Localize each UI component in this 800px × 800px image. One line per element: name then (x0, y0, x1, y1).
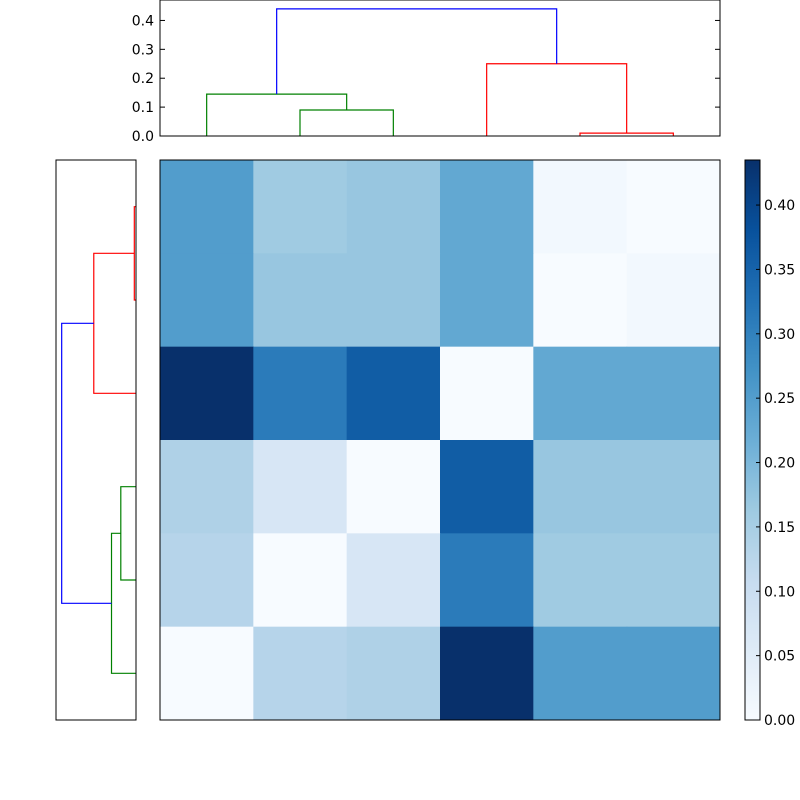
heatmap-cell-r1-c5 (626, 253, 721, 348)
top-dendrogram-frame (159, 0, 721, 137)
heatmap-cell-r3-c2 (346, 440, 441, 534)
heatmap-cell-r3-c0 (160, 440, 254, 534)
colorbar-tick-label-3: 0.15 (764, 520, 795, 536)
top-dendrogram-link-0 (299, 109, 394, 136)
heatmap-cell-r1-c1 (253, 253, 348, 348)
heatmap-cell-r1-c4 (533, 253, 628, 348)
heatmap-cell-r4-c0 (160, 533, 254, 628)
colorbar-tick-label-6: 0.30 (764, 327, 795, 343)
heatmap-cell-r0-c0 (160, 160, 254, 254)
left-dendrogram-link-1 (93, 252, 136, 394)
heatmap-cell-r5-c5 (626, 626, 721, 721)
heatmap-frame (159, 159, 721, 721)
heatmap-cell-r3-c5 (626, 440, 721, 534)
heatmap-cell-r0-c2 (346, 160, 441, 254)
heatmap-cell-r5-c3 (440, 626, 534, 721)
heatmap-cell-r3-c1 (253, 440, 348, 534)
left-dendrogram-link-3 (110, 532, 136, 674)
heatmap-cell-r2-c4 (533, 346, 628, 441)
top-dendrogram-ytick-label-3: 0.3 (132, 42, 154, 58)
colorbar-gradient (744, 159, 761, 721)
colorbar-tick-label-0: 0.00 (764, 713, 795, 729)
heatmap-cell-r0-c4 (533, 160, 628, 254)
top-dendrogram-ytick-label-4: 0.4 (132, 13, 154, 29)
colorbar-tick-label-1: 0.05 (764, 649, 795, 665)
heatmap-cell-r1-c3 (440, 253, 534, 348)
colorbar-tick-label-7: 0.35 (764, 262, 795, 278)
heatmap-grid (159, 159, 721, 721)
top-dendrogram-link-1 (206, 93, 348, 136)
colorbar-tick-label-2: 0.10 (764, 584, 795, 600)
left-dendrogram-frame (55, 159, 137, 721)
heatmap-cell-r3-c3 (440, 440, 534, 534)
colorbar-tick-label-8: 0.40 (764, 198, 795, 214)
heatmap-cell-r2-c1 (253, 346, 348, 441)
top-dendrogram-link-3 (486, 63, 628, 136)
colorbar: 0.00 0.05 0.10 0.15 0.20 0.25 0.30 0.35 0.40 (744, 159, 795, 729)
heatmap-cell-r4-c1 (253, 533, 348, 628)
top-dendrogram: 0.0 0.1 0.2 0.3 0.4 (132, 0, 721, 145)
colorbar-tick-label-5: 0.25 (764, 391, 795, 407)
top-dendrogram-ytick-label-0: 0.0 (132, 129, 154, 145)
heatmap-cell-r1-c2 (346, 253, 441, 348)
heatmap-cell-r2-c0 (160, 346, 254, 441)
left-dendrogram-link-2 (120, 486, 136, 581)
heatmap-cell-r4-c3 (440, 533, 534, 628)
heatmap-cell-r5-c2 (346, 626, 441, 721)
heatmap-cell-r2-c5 (626, 346, 721, 441)
heatmap-cell-r3-c4 (533, 440, 628, 534)
heatmap-cell-r2-c3 (440, 346, 534, 441)
heatmap-cell-r0-c5 (626, 160, 721, 254)
left-dendrogram-link-4 (61, 322, 112, 604)
heatmap-cell-r5-c0 (160, 626, 254, 721)
heatmap-cell-r0-c3 (440, 160, 534, 254)
heatmap-cell-r1-c0 (160, 253, 254, 348)
heatmap-cell-r5-c1 (253, 626, 348, 721)
heatmap-cell-r4-c4 (533, 533, 628, 628)
heatmap-cell-r4-c5 (626, 533, 721, 628)
heatmap-cell-r4-c2 (346, 533, 441, 628)
top-dendrogram-ytick-label-2: 0.2 (132, 71, 154, 87)
left-dendrogram (55, 159, 137, 721)
top-dendrogram-ytick-label-1: 0.1 (132, 100, 154, 116)
top-dendrogram-link-4 (276, 8, 558, 95)
heatmap-cell-r0-c1 (253, 160, 348, 254)
heatmap-cell-r5-c4 (533, 626, 628, 721)
colorbar-tick-label-4: 0.20 (764, 456, 795, 472)
heatmap-cell-r2-c2 (346, 346, 441, 441)
